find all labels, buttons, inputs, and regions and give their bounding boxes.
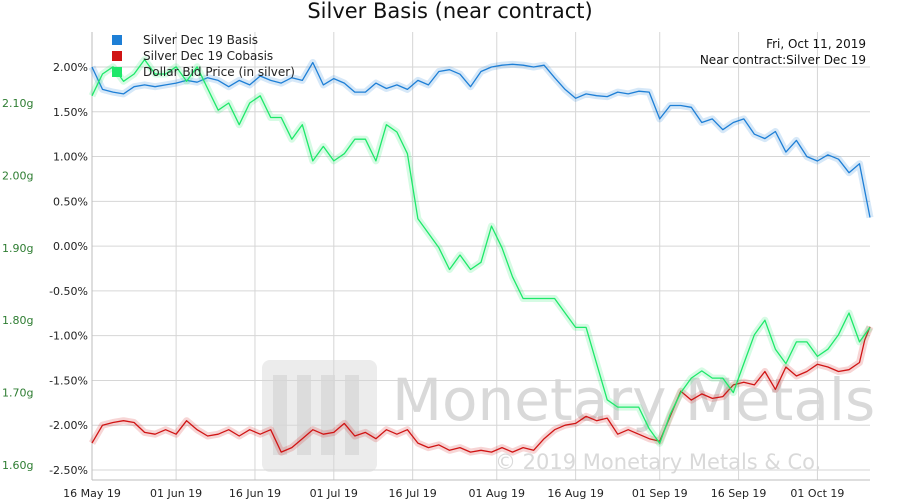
y-left-tick-label: 1.70g [2,387,33,400]
x-tick-label: 01 Oct 19 [790,487,844,500]
x-tick-label: 16 Aug 19 [547,487,603,500]
x-tick-label: 16 Jul 19 [389,487,437,500]
series-layer [88,56,874,456]
watermark-logo-icon [262,360,377,472]
axes: 16 May 19 01 Jun 19 16 Jun 19 01 Jul 19 16 J… [2,32,870,500]
series-line-basis [91,61,871,218]
x-tick-label: 16 Sep 19 [711,487,767,500]
y-right-tick-label: -2.00% [49,419,88,432]
legend: Silver Dec 19 Basis Silver Dec 19 Cobasis… [112,33,295,79]
chart-title: Silver Basis (near contract) [307,0,592,23]
y-right-tick-label: 0.50% [53,195,88,208]
watermark: Monetary Metals © 2019 Monetary Metals &… [262,360,875,474]
x-tick-label: 01 Sep 19 [632,487,688,500]
series-cobasis [88,325,874,456]
y-left-tick-label: 2.00g [2,169,33,182]
x-tick-label: 01 Jul 19 [310,487,358,500]
legend-swatch-basis [112,35,122,45]
y-right-tick-label: 2.00% [53,61,88,74]
series-line-dollar [91,58,871,444]
legend-swatch-cobasis [112,51,122,61]
info-contract: Near contract:Silver Dec 19 [700,53,866,67]
x-tick-label: 01 Aug 19 [469,487,525,500]
y-right-tick-label: 1.50% [53,106,88,119]
x-tick-label: 16 Jun 19 [229,487,281,500]
y-right-tick-label: -1.50% [49,374,88,387]
y-right-tick-label: 1.00% [53,151,88,164]
y-right-tick-label: -2.50% [49,464,88,477]
legend-swatch-dollar [112,67,122,77]
info-date: Fri, Oct 11, 2019 [766,37,866,51]
series-line-cobasis [91,326,871,453]
series-dollar [88,56,873,447]
y-left-tick-label: 1.90g [2,242,33,255]
y-left-tick-label: 1.60g [2,459,33,472]
x-tick-label: 01 Jun 19 [150,487,202,500]
series-basis [88,59,874,219]
y-left-tick-label: 1.80g [2,314,33,327]
y-right-tick-label: 0.00% [53,240,88,253]
x-tick-label: 16 May 19 [63,487,121,500]
watermark-brand: Monetary Metals [392,366,875,434]
grid [91,32,870,480]
y-right-tick-label: -0.50% [49,285,88,298]
legend-label-dollar: Dollar Bid Price (in silver) [143,65,295,79]
legend-label-basis: Silver Dec 19 Basis [143,33,258,47]
legend-label-cobasis: Silver Dec 19 Cobasis [143,49,273,63]
y-right-tick-label: -1.00% [49,330,88,343]
y-left-tick-label: 2.10g [2,97,33,110]
